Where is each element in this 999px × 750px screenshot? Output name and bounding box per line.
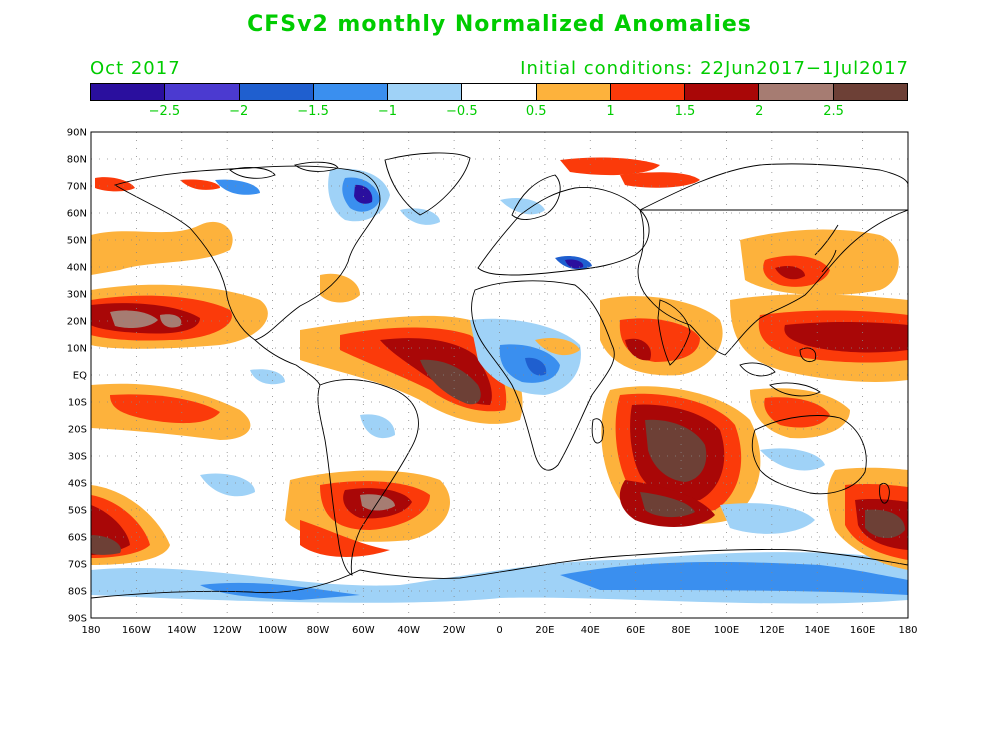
longitude-tick-label: 40W xyxy=(397,625,420,636)
colorbar-label: 1.5 xyxy=(674,104,696,119)
colorbar-swatch xyxy=(536,84,611,100)
longitude-tick-label: 0 xyxy=(496,625,502,636)
colorbar-legend xyxy=(90,83,908,101)
latitude-tick-label: 80N xyxy=(67,155,87,166)
latitude-tick-label: 40S xyxy=(68,479,87,490)
latitude-tick-label: 90N xyxy=(67,128,87,139)
longitude-tick-label: 80E xyxy=(672,625,691,636)
colorbar-swatch xyxy=(313,84,389,100)
colorbar-swatch xyxy=(388,84,463,100)
plot-frame xyxy=(90,131,909,619)
longitude-tick-label: 20W xyxy=(443,625,466,636)
valid-month: Oct 2017 xyxy=(90,58,181,79)
colorbar-label: 0.5 xyxy=(525,104,547,119)
longitude-tick-label: 60E xyxy=(626,625,645,636)
longitude-tick-label: 140W xyxy=(167,625,196,636)
colorbar-label: −1 xyxy=(377,104,398,119)
longitude-tick-label: 120W xyxy=(213,625,242,636)
latitude-tick-label: EQ xyxy=(73,371,87,382)
latitude-tick-label: 20N xyxy=(67,317,87,328)
colorbar-swatch xyxy=(610,84,686,100)
latitude-tick-label: 30S xyxy=(68,452,87,463)
colorbar-label: −0.5 xyxy=(446,104,478,119)
colorbar-label: −2.5 xyxy=(148,104,181,119)
longitude-tick-label: 160E xyxy=(850,625,875,636)
longitude-tick-label: 180 xyxy=(81,625,100,636)
colorbar-swatch xyxy=(91,84,166,100)
colorbar-label: −1.5 xyxy=(297,104,329,119)
colorbar-swatch xyxy=(685,84,760,100)
latitude-tick-label: 70N xyxy=(67,182,87,193)
latitude-tick-label: 50S xyxy=(68,506,87,517)
latitude-tick-label: 60S xyxy=(68,533,87,544)
longitude-tick-label: 40E xyxy=(581,625,600,636)
latitude-tick-label: 70S xyxy=(68,560,87,571)
colorbar-labels: −2.5 −2 −1.5 −1 −0.5 0.5 1 1.5 2 2.5 xyxy=(90,104,908,124)
latitude-tick-label: 50N xyxy=(67,236,87,247)
colorbar-swatch xyxy=(759,84,834,100)
map-title: CFSv2 monthly Normalized Anomalies xyxy=(247,12,752,37)
longitude-tick-label: 180 xyxy=(898,625,917,636)
latitude-axis: 90N 80N 70N 60N 50N 40N 30N 20N 10N EQ 10S 20S 30S 40… xyxy=(67,128,87,625)
latitude-tick-label: 80S xyxy=(68,587,87,598)
longitude-tick-label: 120E xyxy=(759,625,784,636)
longitude-tick-label: 160W xyxy=(122,625,151,636)
colorbar-label: −2 xyxy=(229,104,249,119)
longitude-tick-label: 60W xyxy=(352,625,375,636)
coastlines xyxy=(91,152,908,599)
latitude-tick-label: 40N xyxy=(67,263,87,274)
longitude-tick-label: 20E xyxy=(535,625,554,636)
latitude-tick-label: 20S xyxy=(68,425,87,436)
latitude-tick-label: 60N xyxy=(67,209,87,220)
colorbar-swatch xyxy=(239,84,314,100)
longitude-axis: 180 160W 140W 120W 100W 80W 60W 40W 20W 0 20E 40E 60… xyxy=(81,625,917,636)
latitude-tick-label: 10N xyxy=(67,344,87,355)
longitude-tick-label: 100E xyxy=(714,625,739,636)
longitude-tick-label: 80W xyxy=(307,625,330,636)
longitude-tick-label: 140E xyxy=(805,625,830,636)
colorbar-swatch xyxy=(462,84,537,100)
colorbar-label: 2 xyxy=(755,104,764,119)
latitude-tick-label: 30N xyxy=(67,290,87,301)
longitude-tick-label: 100W xyxy=(258,625,287,636)
grid-lines xyxy=(91,132,908,618)
initial-conditions: Initial conditions: 22Jun2017−1Jul2017 xyxy=(520,58,909,79)
colorbar-label: 2.5 xyxy=(823,104,844,119)
colorbar-swatch xyxy=(833,84,907,100)
latitude-tick-label: 90S xyxy=(68,614,87,625)
colorbar-label: 1 xyxy=(606,104,615,119)
colorbar-swatch xyxy=(165,84,240,100)
latitude-tick-label: 10S xyxy=(68,398,87,409)
